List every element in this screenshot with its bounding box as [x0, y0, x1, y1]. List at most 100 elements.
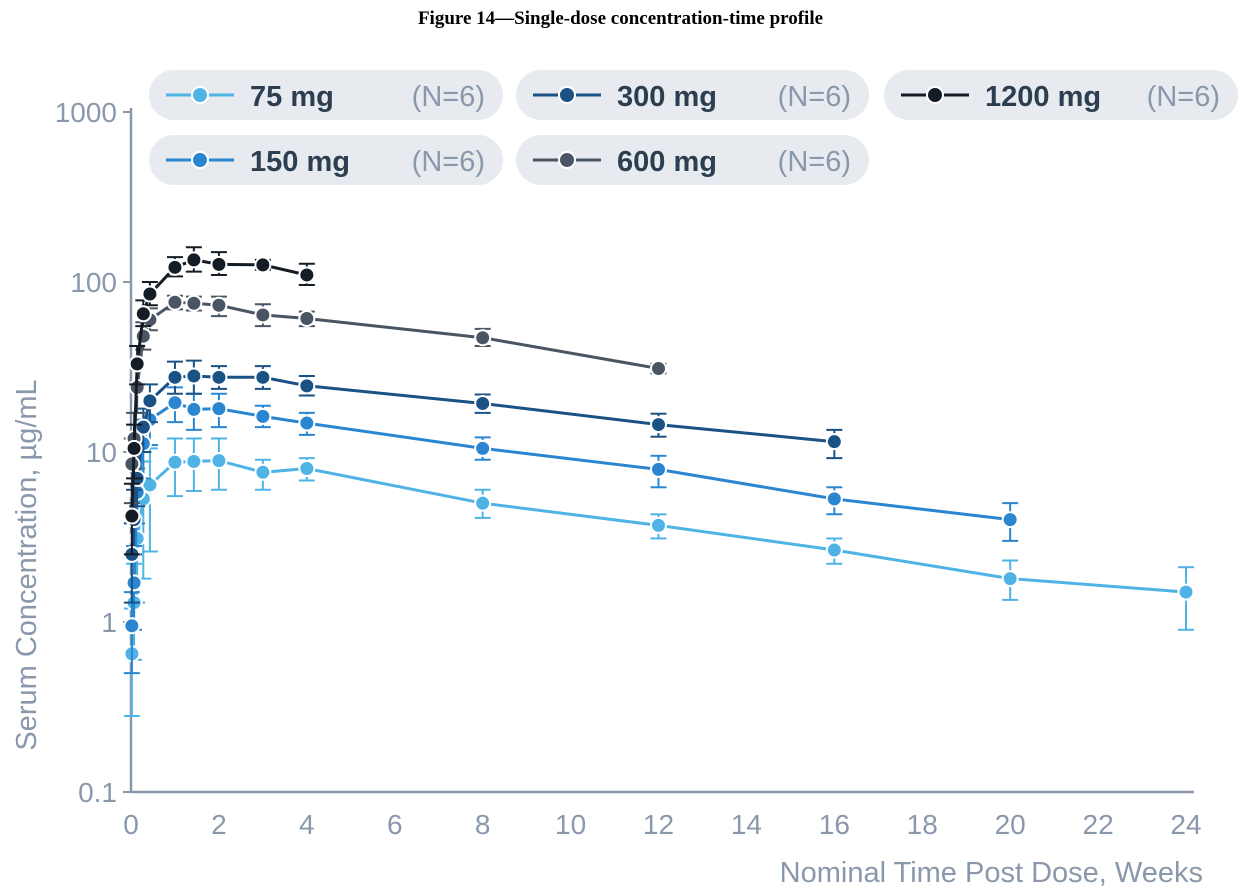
legend-series-name: 600 mg [617, 146, 717, 178]
data-point [650, 416, 667, 434]
x-tick-label: 14 [731, 809, 762, 840]
data-point [185, 367, 203, 385]
data-point [134, 327, 152, 345]
legend-sample-size: (N=6) [412, 81, 485, 113]
data-point [210, 255, 228, 273]
legend-swatch-marker [191, 151, 209, 169]
x-tick-label: 2 [211, 809, 227, 840]
legend-sample-size: (N=6) [1147, 81, 1220, 113]
data-point [166, 258, 184, 276]
legend-swatch-marker [558, 151, 576, 169]
data-point [134, 305, 152, 323]
legend-series-name: 300 mg [617, 81, 717, 113]
data-point [1001, 511, 1019, 529]
data-point [298, 459, 316, 477]
y-tick-label: 100 [70, 267, 117, 298]
data-point [185, 400, 203, 418]
data-point [128, 355, 146, 373]
data-point [166, 368, 184, 386]
x-tick-label: 0 [123, 809, 139, 840]
series-line [130, 300, 659, 465]
data-point [123, 617, 141, 635]
x-tick-label: 24 [1170, 809, 1201, 840]
data-point [141, 285, 159, 303]
legend-pill [149, 70, 503, 120]
data-point [254, 463, 272, 481]
legend-item-150-mg: 150 mg (N=6) [149, 135, 503, 185]
figure-title: Figure 14—Single-dose concentration-time… [417, 8, 824, 29]
legend-series-name: 150 mg [250, 146, 350, 178]
y-tick-label: 10 [86, 437, 117, 468]
data-point [254, 256, 272, 274]
data-point [298, 266, 316, 284]
y-tick-label: 1 [101, 607, 117, 638]
data-point [298, 309, 316, 327]
legend-pill [516, 135, 869, 185]
data-point [123, 455, 141, 473]
data-point [210, 400, 228, 418]
x-tick-label: 6 [387, 809, 403, 840]
data-point [474, 329, 492, 347]
data-point [210, 452, 228, 470]
x-tick-label: 10 [555, 809, 586, 840]
data-point [210, 296, 228, 314]
x-tick-label: 8 [475, 809, 491, 840]
series-line [130, 258, 308, 517]
series-1200-mg [123, 246, 316, 556]
legend-series-name: 75 mg [250, 81, 334, 113]
legend-pill [149, 135, 503, 185]
data-point [650, 516, 667, 534]
data-point [141, 392, 159, 410]
legend-item-300-mg: 300 mg (N=6) [516, 70, 869, 120]
data-point [254, 306, 272, 324]
data-point [825, 490, 843, 508]
legend-sample-size: (N=6) [778, 81, 851, 113]
legend-pill [884, 70, 1238, 120]
data-point [298, 377, 316, 395]
x-tick-label: 22 [1083, 809, 1114, 840]
x-tick-label: 4 [299, 809, 315, 840]
data-point [185, 251, 203, 269]
legend-swatch-marker [926, 86, 944, 104]
series-layer [123, 246, 1195, 717]
x-tick-label: 16 [819, 809, 850, 840]
legend-sample-size: (N=6) [778, 146, 851, 178]
data-point [123, 507, 141, 525]
data-point [210, 368, 228, 386]
legend-item-600-mg: 600 mg (N=6) [516, 135, 869, 185]
data-point [125, 439, 143, 457]
data-point [254, 407, 272, 425]
data-point [125, 574, 143, 592]
legend-item-75-mg: 75 mg (N=6) [149, 70, 503, 120]
data-point [825, 433, 843, 451]
x-tick-label: 18 [907, 809, 938, 840]
y-tick-label: 0.1 [78, 777, 117, 808]
legend-series-name: 1200 mg [985, 81, 1101, 113]
data-point [825, 541, 843, 559]
data-point [650, 359, 667, 377]
data-point [166, 453, 184, 471]
data-point [1177, 583, 1195, 601]
legend-pill [516, 70, 869, 120]
data-point [650, 460, 667, 478]
data-point [185, 452, 203, 470]
series-line [130, 459, 1187, 654]
data-point [254, 368, 272, 386]
data-point [474, 439, 492, 457]
data-point [298, 414, 316, 432]
data-point [1001, 570, 1019, 588]
data-point [474, 394, 492, 412]
x-tick-label: 12 [643, 809, 674, 840]
series-150-mg [123, 386, 1019, 675]
y-axis-label: Serum Concentration, µg/mL [11, 379, 43, 750]
x-tick-label: 20 [995, 809, 1026, 840]
legend: 75 mg (N=6) 300 mg (N=6) 1200 mg (N=6) 150 mg (… [149, 70, 1238, 185]
legend-swatch-marker [191, 86, 209, 104]
data-point [166, 394, 184, 412]
data-point [474, 494, 492, 512]
data-point [166, 293, 184, 311]
data-point [185, 294, 203, 312]
legend-item-1200-mg: 1200 mg (N=6) [884, 70, 1238, 120]
